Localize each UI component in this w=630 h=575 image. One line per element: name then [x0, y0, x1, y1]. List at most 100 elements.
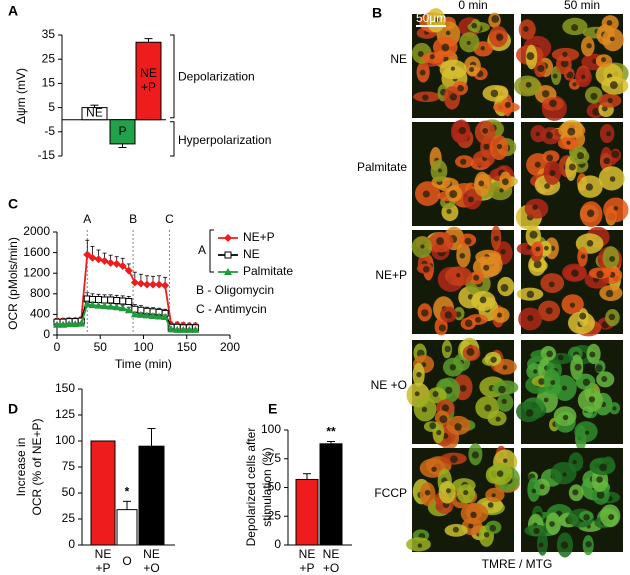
event-label: C	[165, 212, 174, 226]
nucleus	[414, 391, 420, 397]
nucleus	[571, 24, 579, 32]
point	[59, 320, 68, 328]
point	[185, 325, 194, 333]
nucleus	[463, 490, 469, 496]
y-tick-label: 150	[55, 381, 75, 395]
nucleus	[567, 127, 576, 136]
nucleus	[586, 239, 594, 247]
nucleus	[544, 245, 549, 251]
point	[119, 297, 127, 305]
nucleus	[487, 502, 494, 508]
point	[83, 300, 92, 308]
nucleus	[441, 404, 450, 412]
nucleus	[523, 26, 529, 32]
nucleus	[503, 458, 508, 463]
nucleus	[429, 54, 435, 60]
micrograph	[521, 448, 623, 558]
legend-label: NE+P	[243, 230, 275, 244]
bar	[138, 445, 165, 546]
legend-marker	[224, 234, 232, 242]
point	[94, 255, 103, 264]
point	[101, 296, 109, 304]
point	[83, 250, 92, 259]
nucleus	[589, 351, 596, 358]
nucleus	[457, 84, 464, 92]
y-axis-label: Δψm (mV)	[14, 68, 28, 124]
micrograph	[411, 8, 520, 118]
nucleus	[582, 378, 591, 386]
x-tick-label: NE +P	[95, 547, 112, 575]
bracket	[170, 34, 175, 119]
y-tick-label: 1600	[23, 245, 50, 259]
point	[124, 306, 133, 314]
nucleus	[504, 101, 511, 108]
nucleus	[596, 270, 604, 279]
y-tick-label: 25	[42, 51, 56, 65]
nucleus	[502, 365, 508, 370]
nucleus	[533, 260, 542, 269]
nucleus	[588, 396, 596, 403]
nucleus	[609, 255, 616, 262]
nucleus	[549, 521, 555, 527]
bar-label: P	[118, 124, 126, 138]
row-label: NE	[390, 52, 407, 66]
nucleus	[452, 526, 459, 533]
nucleus	[500, 284, 509, 292]
point	[130, 278, 139, 287]
y-tick-label: 75	[62, 459, 76, 473]
nucleus	[545, 307, 553, 315]
nucleus	[601, 376, 608, 382]
nucleus	[607, 97, 613, 104]
series-line	[57, 253, 196, 327]
scale-bar-label: 50μm	[416, 11, 446, 25]
nucleus	[445, 386, 453, 394]
nucleus	[592, 107, 601, 116]
nucleus	[543, 397, 549, 403]
nucleus	[562, 51, 568, 58]
nucleus	[421, 309, 429, 317]
point	[173, 325, 182, 333]
nucleus	[422, 266, 430, 273]
nucleus	[533, 527, 540, 535]
point	[124, 266, 133, 275]
bar	[319, 443, 343, 546]
point	[88, 301, 97, 309]
point	[118, 261, 127, 270]
nucleus	[479, 296, 487, 304]
legend-label: Palmitate	[243, 264, 293, 278]
x-tick-label: NE +O	[323, 547, 340, 575]
nucleus	[470, 511, 477, 519]
nucleus	[608, 313, 616, 321]
y-tick-label: 25	[268, 508, 282, 522]
nucleus	[478, 180, 485, 187]
legend-bracket	[209, 229, 214, 273]
nucleus	[595, 364, 603, 372]
nucleus	[572, 489, 579, 496]
nucleus	[542, 90, 550, 98]
nucleus	[538, 542, 544, 548]
y-tick-label: 100	[55, 433, 75, 447]
nucleus	[473, 274, 480, 281]
x-tick-label: NE +P	[299, 547, 316, 575]
nucleus	[580, 254, 586, 259]
y-tick-label: 0	[68, 537, 75, 551]
nucleus	[496, 33, 504, 41]
nucleus	[549, 170, 556, 177]
nucleus	[475, 316, 482, 323]
significance: **	[326, 425, 336, 439]
point	[71, 320, 80, 328]
nucleus	[459, 384, 467, 392]
point	[100, 256, 109, 265]
nucleus	[605, 289, 614, 298]
nucleus	[566, 71, 574, 79]
nucleus	[569, 302, 576, 308]
nucleus	[437, 168, 442, 173]
bar-label: NE +P	[140, 66, 157, 94]
nucleus	[464, 237, 472, 245]
point	[106, 302, 115, 310]
y-axis-label: Depolarized cells after	[244, 428, 258, 547]
nucleus	[441, 43, 450, 52]
nucleus	[603, 157, 611, 165]
nucleus	[586, 209, 595, 218]
nucleus	[429, 422, 437, 430]
